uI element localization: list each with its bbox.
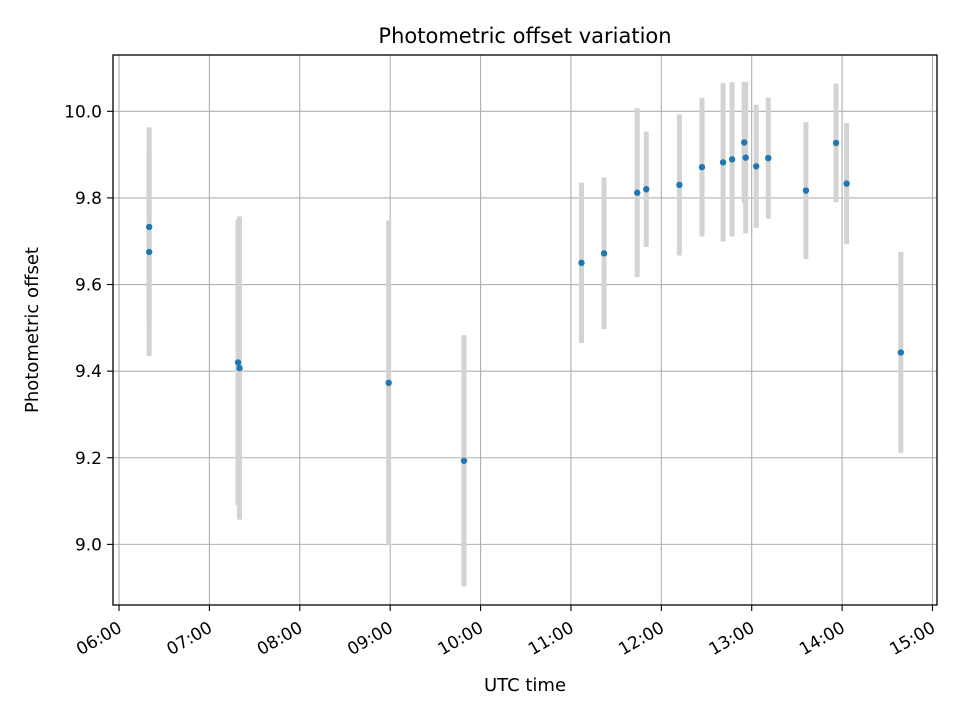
y-tick-label: 10.0 (64, 102, 102, 122)
data-point (753, 163, 760, 170)
data-point (600, 250, 608, 257)
data-point (897, 349, 905, 356)
grid (113, 55, 937, 605)
data-point (719, 159, 727, 166)
data-point (578, 259, 585, 267)
data-point (145, 248, 153, 256)
data-point (676, 181, 683, 189)
y-axis-ticks: 9.0 9.2 9.4 9.6 9.8 10.0 (64, 102, 113, 555)
data-point (843, 180, 850, 187)
y-tick-label: 9.4 (75, 362, 102, 382)
y-axis-title: Photometric offset (22, 247, 43, 413)
data-point (145, 223, 153, 231)
data-point (460, 457, 468, 464)
data-point (728, 156, 736, 163)
y-tick-label: 9.2 (75, 449, 102, 469)
x-axis-title: UTC time (484, 675, 566, 696)
data-point (765, 154, 772, 162)
data-point (236, 364, 243, 372)
y-tick-label: 9.6 (75, 276, 102, 296)
y-tick-label: 9.0 (75, 535, 102, 555)
data-point (385, 379, 392, 387)
data-point (634, 189, 641, 196)
plot-frame (112, 54, 938, 606)
chart-title: Photometric offset variation (378, 24, 671, 48)
data-point (740, 139, 748, 146)
y-tick-label: 9.8 (75, 189, 102, 209)
data-point (698, 163, 706, 171)
data-points (145, 139, 905, 464)
data-point (802, 187, 810, 194)
data-point (742, 154, 749, 161)
data-point (234, 359, 242, 366)
data-point (832, 139, 840, 147)
data-point (643, 186, 650, 193)
